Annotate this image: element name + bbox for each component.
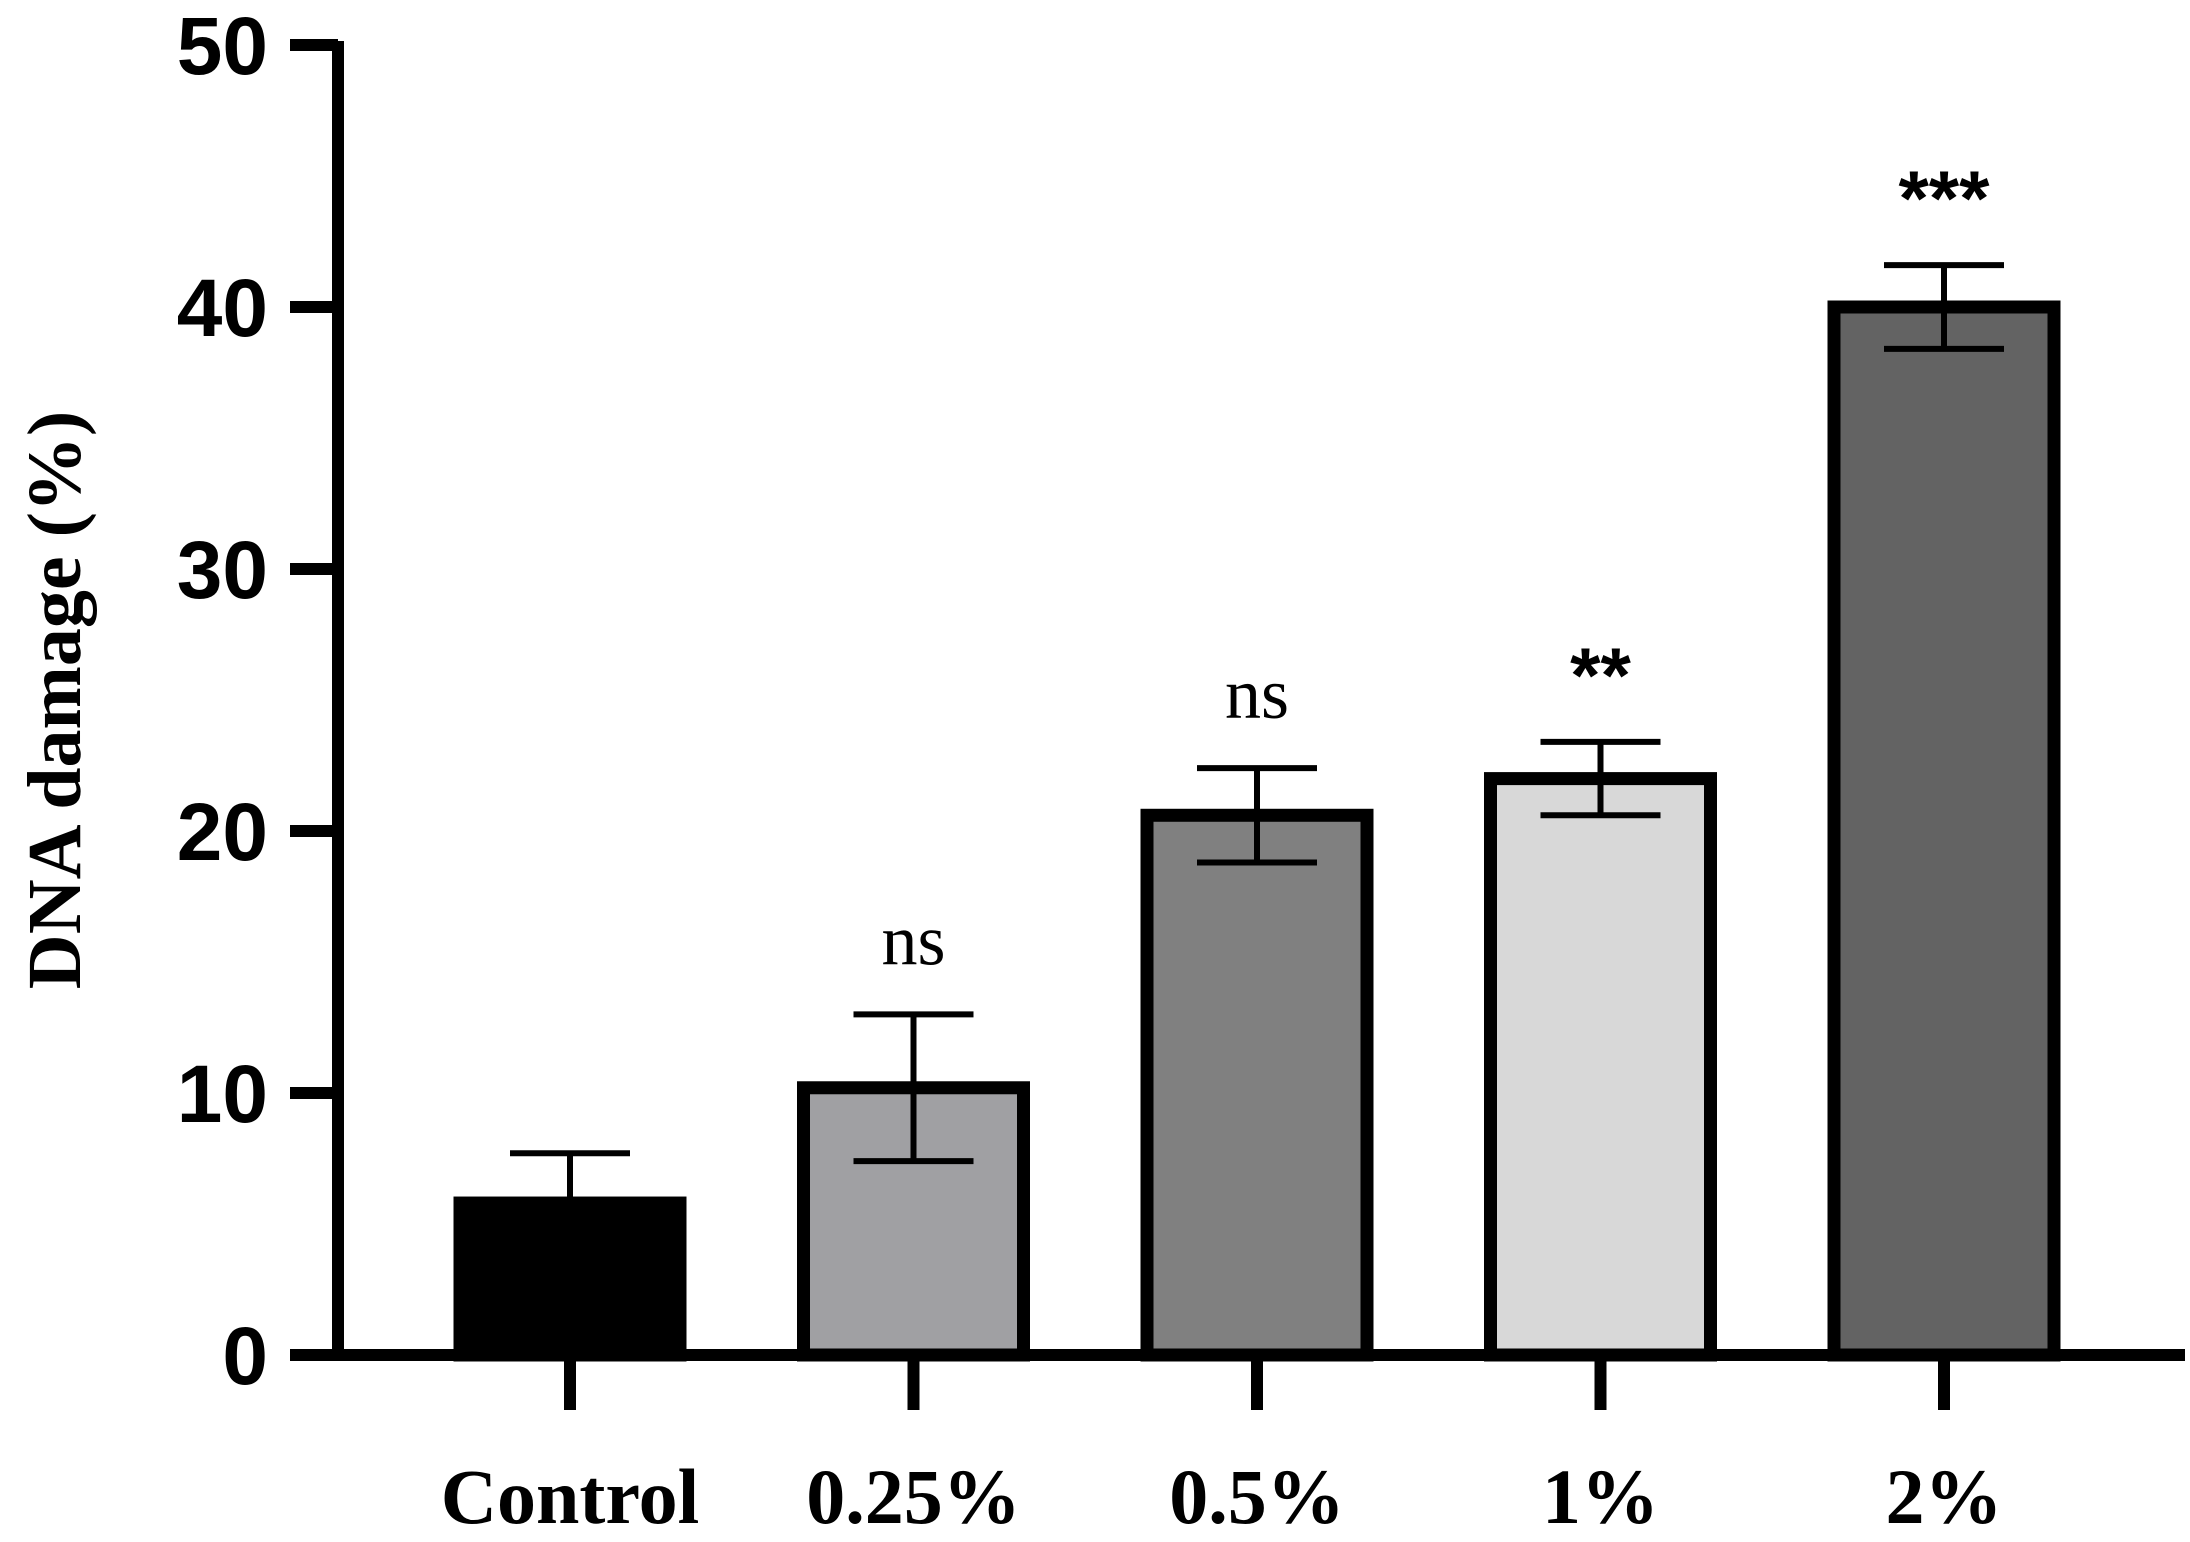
y-tick-label-40: 40 [177,263,268,354]
significance-label-1%: ** [1570,631,1631,719]
significance-label-2%: *** [1898,154,1990,242]
bar-Control [453,1196,687,1362]
error-bar-0.5% [1197,765,1317,866]
error-bar-1% [1540,738,1661,819]
error-bar-0.25% [853,1011,974,1165]
y-tick-label-0: 0 [222,1311,268,1402]
x-tick-label-1%: 1% [1542,1453,1659,1540]
bar-0.5% [1140,808,1374,1362]
y-tick-label-30: 30 [177,525,268,616]
error-bars-layer [510,262,2004,1204]
error-bar-2% [1884,262,2004,352]
bar-1% [1484,772,1717,1362]
x-tick-label-2%: 2% [1886,1453,2003,1540]
y-tick-label-10: 10 [177,1049,268,1140]
x-tick-label-0.5%: 0.5% [1169,1453,1345,1540]
y-tick-label-20: 20 [177,787,268,878]
bar-2% [1827,300,2061,1362]
y-axis-label: DNA damage (%) [13,411,97,989]
significance-label-0.25%: ns [881,900,945,980]
significance-label-0.5%: ns [1225,654,1289,734]
axes-layer [290,39,2185,1410]
y-tick-label-50: 50 [177,1,268,92]
error-bar-Control [510,1150,630,1204]
x-tick-label-0.25%: 0.25% [806,1453,1021,1540]
x-tick-label-Control: Control [441,1453,700,1540]
